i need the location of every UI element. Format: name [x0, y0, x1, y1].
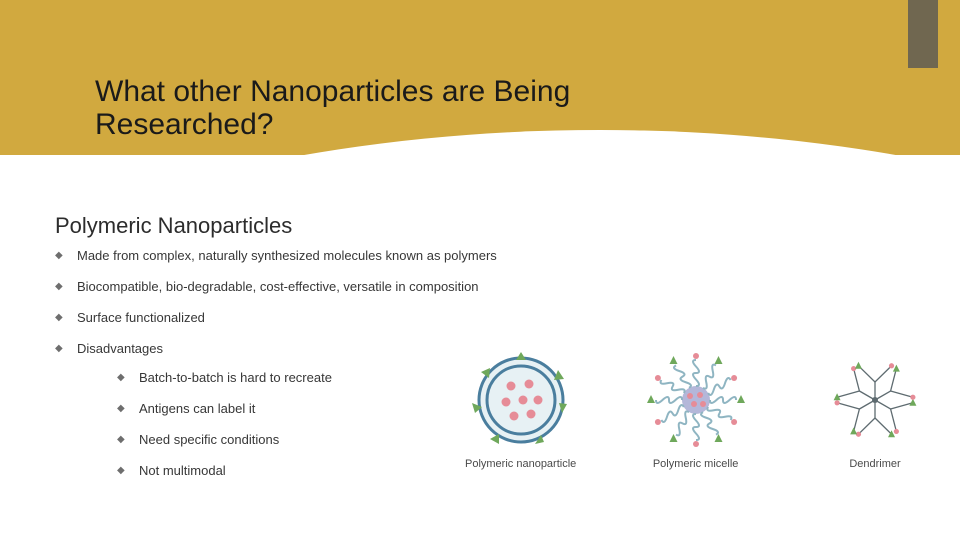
bullet-item: Surface functionalized — [55, 310, 497, 325]
figure-row: Polymeric nanoparticle Polymeric micelle… — [465, 350, 935, 470]
bullet-item: Biocompatible, bio-degradable, cost-effe… — [55, 279, 497, 294]
dendrimer-icon — [815, 350, 935, 450]
figure-dendrimer: Dendrimer — [815, 350, 935, 470]
slide-title: What other Nanoparticles are BeingResear… — [95, 75, 570, 141]
bullet-text: Disadvantages — [77, 341, 163, 356]
sub-bullet-item: Batch-to-batch is hard to recreate — [117, 370, 497, 385]
figure-caption: Polymeric micelle — [653, 458, 739, 470]
slide: What other Nanoparticles are BeingResear… — [0, 0, 960, 540]
figure-polymeric-nanoparticle: Polymeric nanoparticle — [465, 350, 576, 470]
slide-subtitle: Polymeric Nanoparticles — [55, 213, 292, 239]
polymeric-nanoparticle-icon — [466, 350, 576, 450]
figure-caption: Polymeric nanoparticle — [465, 458, 576, 470]
bullet-item: Disadvantages Batch-to-batch is hard to … — [55, 341, 497, 478]
sub-bullet-list: Batch-to-batch is hard to recreate Antig… — [77, 370, 497, 478]
corner-accent — [908, 0, 938, 68]
figure-polymeric-micelle: Polymeric micelle — [636, 350, 756, 470]
bullet-list: Made from complex, naturally synthesized… — [55, 248, 497, 494]
figure-caption: Dendrimer — [849, 458, 900, 470]
bullet-item: Made from complex, naturally synthesized… — [55, 248, 497, 263]
sub-bullet-item: Not multimodal — [117, 463, 497, 478]
sub-bullet-item: Antigens can label it — [117, 401, 497, 416]
polymeric-micelle-icon — [636, 350, 756, 450]
sub-bullet-item: Need specific conditions — [117, 432, 497, 447]
